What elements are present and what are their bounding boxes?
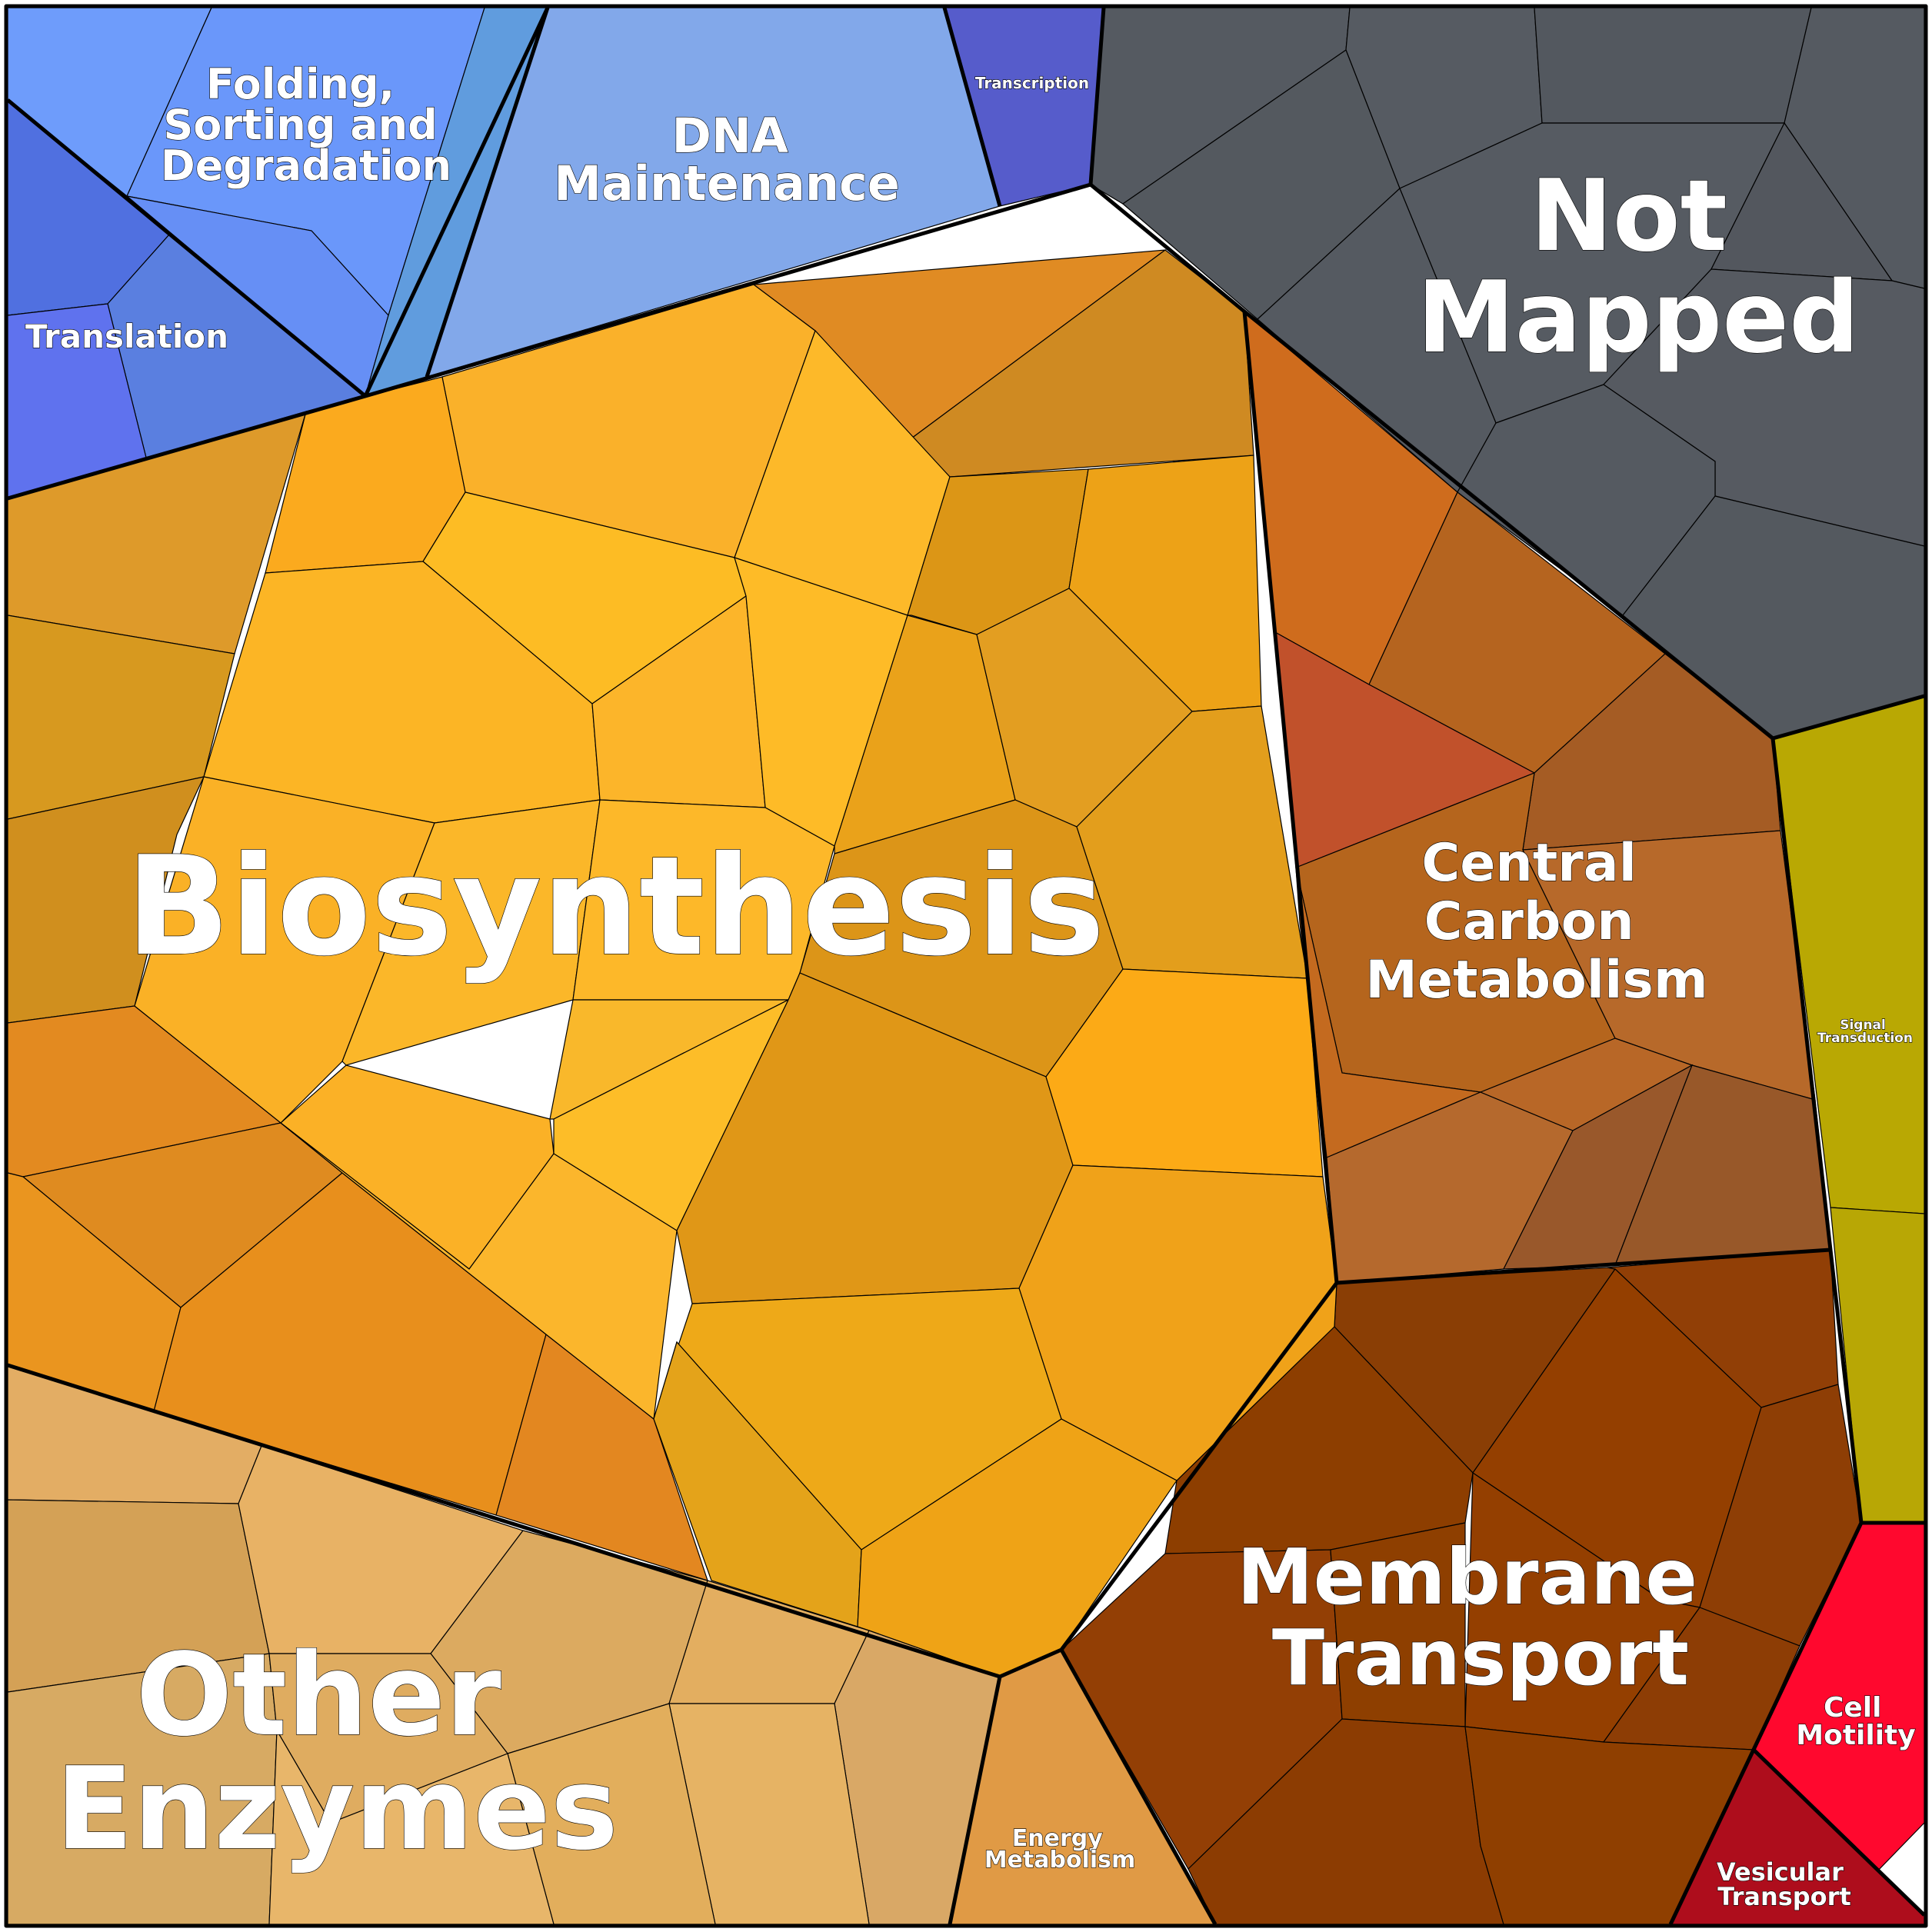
label-not-mapped: Not Mapped xyxy=(1417,159,1859,375)
label-translation: Translation xyxy=(25,318,228,355)
category-labels: Biosynthesis Not Mapped Central Carbon M… xyxy=(25,59,1916,1911)
region-membrane-transport[interactable] xyxy=(1061,1249,1862,1925)
label-signal-transduction: Signal Transduction xyxy=(1817,1018,1913,1046)
label-vesicular-transport: Vesicular Transport xyxy=(1717,1857,1852,1911)
label-other-enzymes: Other Enzymes xyxy=(55,1629,618,1875)
label-central-carbon-metabolism: Central Carbon Metabolism xyxy=(1365,833,1708,1011)
category-boundaries xyxy=(4,4,1928,1928)
region-not-mapped[interactable] xyxy=(1090,7,1925,739)
label-membrane-transport: Membrane Transport xyxy=(1237,1532,1724,1703)
label-dna-maintenance: DNA Maintenance xyxy=(554,108,900,212)
label-biosynthesis: Biosynthesis xyxy=(125,827,1104,986)
region-central-carbon-metabolism[interactable] xyxy=(1244,310,1831,1284)
label-transcription: Transcription xyxy=(975,74,1089,92)
region-biosynthesis[interactable] xyxy=(7,249,1337,1677)
region-other-enzymes[interactable] xyxy=(7,1364,1001,1925)
label-cell-motility: Cell Motility xyxy=(1796,1692,1915,1751)
region-translation[interactable] xyxy=(7,98,367,499)
label-energy-metabolism: Energy Metabolism xyxy=(984,1825,1136,1874)
label-folding-sorting-degradation: Folding, Sorting and Degradation xyxy=(161,60,452,190)
